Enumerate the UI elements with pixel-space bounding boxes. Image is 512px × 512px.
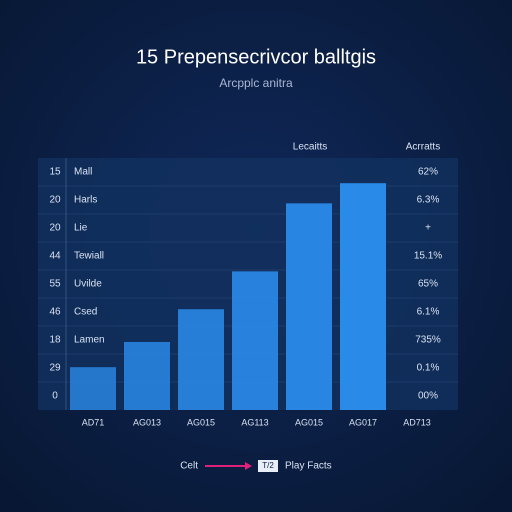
arrow-head <box>245 462 252 470</box>
chart-title: 15 Prepensecrivcor balltgis <box>136 46 376 68</box>
right-label: 62% <box>418 167 438 178</box>
bar <box>286 203 332 410</box>
row-label: Tewiall <box>74 251 104 262</box>
footer-right: Play Facts <box>285 461 332 472</box>
footer-left: Celt <box>180 461 198 472</box>
row-number: 0 <box>52 391 58 402</box>
right-label: 15.1% <box>414 251 442 262</box>
bar <box>340 183 386 410</box>
badge <box>258 460 278 472</box>
row-label: Harls <box>74 195 97 206</box>
x-tick-label: AG017 <box>349 417 377 427</box>
right-label: 00% <box>418 391 438 402</box>
right-label: 6.3% <box>417 195 440 206</box>
row-label: Lie <box>74 223 88 234</box>
row-number: 46 <box>49 307 61 318</box>
row-label: Mall <box>74 167 92 178</box>
right-label: 6.1% <box>417 307 440 318</box>
x-tick-label: AG013 <box>133 417 161 427</box>
bar <box>124 341 170 410</box>
x-tick-label: AG015 <box>295 417 323 427</box>
right-label: 735% <box>415 335 441 346</box>
row-number: 20 <box>49 223 61 234</box>
row-label: Lamen <box>74 335 105 346</box>
right-label: 65% <box>418 279 438 290</box>
row-number: 20 <box>49 195 61 206</box>
bar <box>178 309 224 410</box>
row-number: 29 <box>49 363 61 374</box>
x-tick-label: AG015 <box>187 417 215 427</box>
row-number: 15 <box>49 167 61 178</box>
row-number: 55 <box>49 279 61 290</box>
header-right: Acrratts <box>406 142 440 153</box>
row-number: 18 <box>49 335 61 346</box>
row-label: Csed <box>74 307 97 318</box>
bar <box>70 367 116 410</box>
bar <box>232 271 278 410</box>
right-label: + <box>425 223 431 234</box>
subtitle: Arcpplc anitra <box>219 76 293 90</box>
badge-text: T/2 <box>262 461 274 470</box>
x-tick-label: AD71 <box>82 417 105 427</box>
row-number: 44 <box>49 251 61 262</box>
x-tick-label: AD713 <box>403 417 431 427</box>
row-label: Uvilde <box>74 279 102 290</box>
x-tick-label: AG113 <box>241 417 268 427</box>
header-left: Lecaitts <box>293 142 327 153</box>
right-label: 0.1% <box>417 363 440 374</box>
